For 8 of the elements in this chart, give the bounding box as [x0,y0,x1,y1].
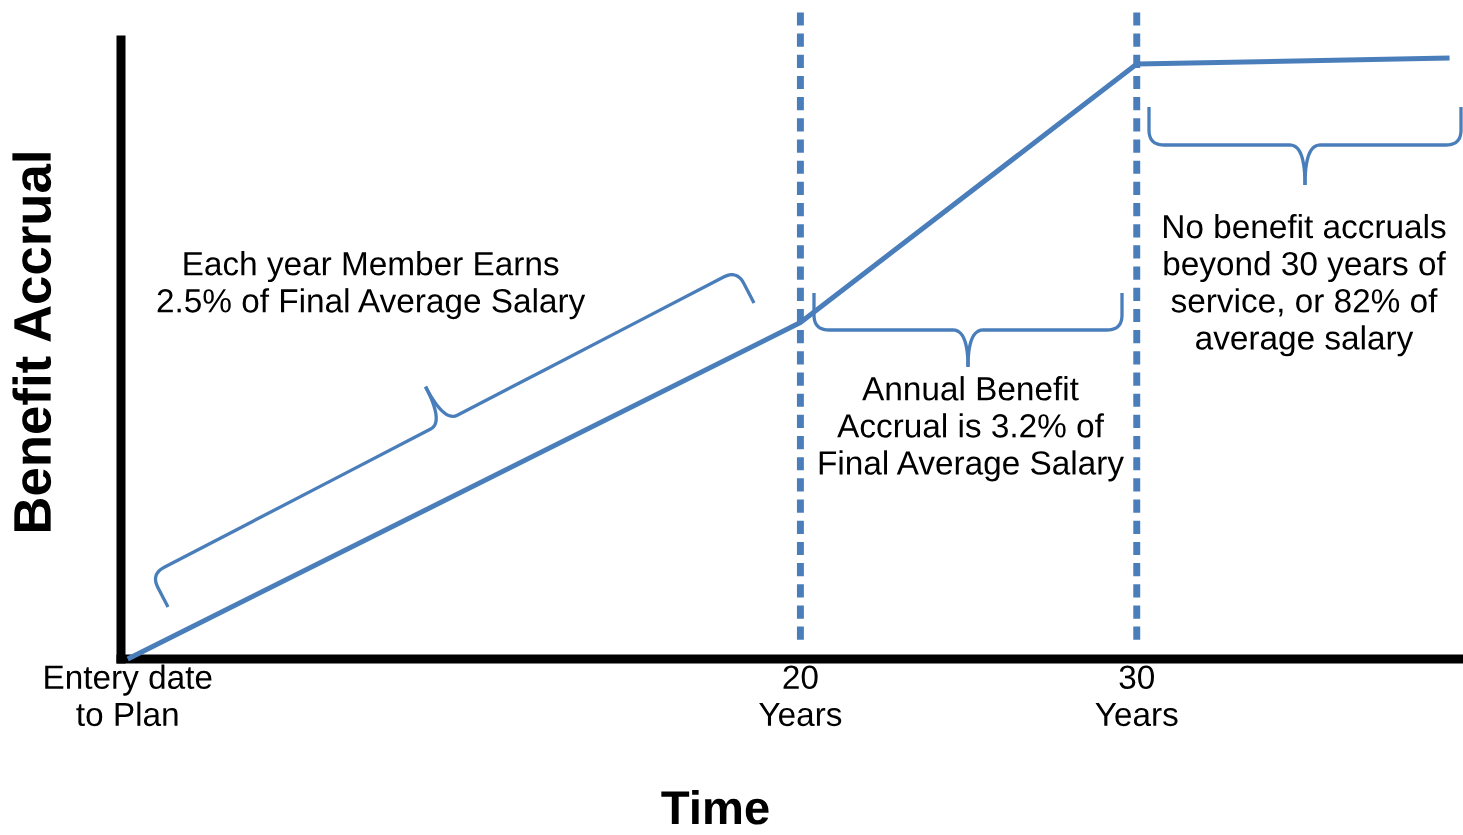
x-axis-title: Time [661,789,769,825]
x-tick-label: 20 Years [759,665,842,727]
annotation: No benefit accruals beyond 30 years of service, or 82% of average salary [1164,213,1446,357]
x-tick-label: 30 Years [1095,665,1178,727]
x-tick-label: Entery date to Plan [45,664,212,727]
annotation: Annual Benefit Accrual is 3.2% of Final Average Salary [819,376,1124,482]
annotation: Each year Member Earns 2.5% of Final Average Salary [157,251,586,320]
y-axis-title: Benefit Accrual [12,153,52,532]
